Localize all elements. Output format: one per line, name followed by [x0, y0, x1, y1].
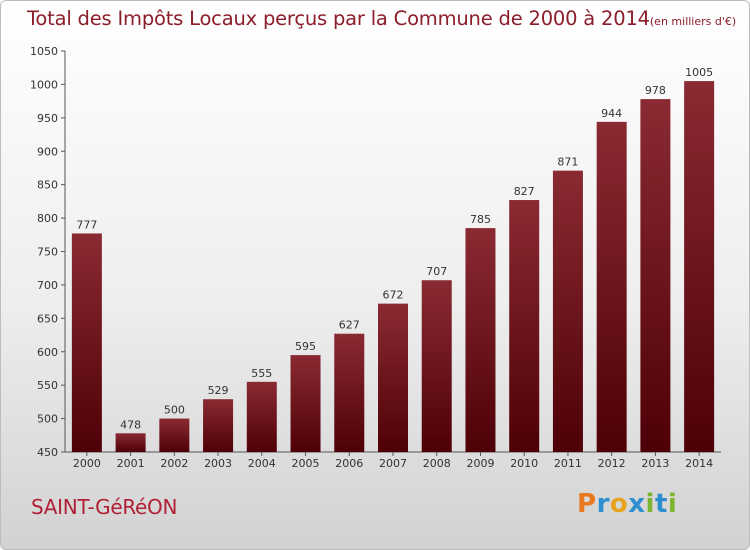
bar-2004 [246, 381, 277, 452]
logo-letter: r [596, 489, 610, 519]
y-tick-label: 1050 [30, 45, 58, 58]
x-tick-label-2010: 2010 [510, 457, 538, 470]
bar-2000 [71, 233, 102, 452]
y-tick-label: 650 [37, 312, 58, 325]
x-tick-label-2007: 2007 [379, 457, 407, 470]
unit-text: (en milliers d'€) [649, 15, 737, 28]
y-tick-label: 800 [37, 212, 58, 225]
chart-title: Total des Impôts Locaux perçus par la Co… [27, 7, 736, 30]
value-label-2001: 478 [120, 418, 141, 431]
logo-letter: i [667, 489, 678, 519]
value-label-2006: 627 [339, 319, 360, 332]
y-tick-label: 750 [37, 246, 58, 259]
bar-2008 [421, 280, 452, 452]
y-tick-label: 700 [37, 279, 58, 292]
x-tick-label-2009: 2009 [466, 457, 494, 470]
bar-2010 [509, 200, 540, 452]
x-axis: 2000 2001 2002 2003 2004 2005 2006 2007 2008 2009… [65, 451, 721, 470]
bar-2001 [115, 433, 146, 452]
y-tick-label: 850 [37, 179, 58, 192]
value-label-2002: 500 [164, 404, 185, 417]
x-tick-label-2014: 2014 [685, 457, 713, 470]
bar-2013 [640, 99, 671, 453]
x-tick-label-2000: 2000 [73, 457, 101, 470]
y-tick-label: 1000 [30, 78, 58, 91]
value-label-2009: 785 [470, 213, 491, 226]
x-tick-label-2003: 2003 [204, 457, 232, 470]
value-label-2004: 555 [251, 367, 272, 380]
value-label-2010: 827 [514, 185, 535, 198]
logo-letter: t [654, 489, 668, 519]
x-tick-label-2005: 2005 [292, 457, 320, 470]
x-tick-label-2001: 2001 [117, 457, 145, 470]
x-tick-label-2008: 2008 [423, 457, 451, 470]
y-tick-label: 550 [37, 379, 58, 392]
value-label-2011: 871 [557, 156, 578, 169]
value-label-2014: 1005 [685, 66, 713, 79]
bar-2005 [290, 355, 321, 452]
y-tick-label: 950 [37, 112, 58, 125]
value-label-2007: 672 [383, 289, 404, 302]
logo-letter: o [609, 489, 629, 519]
commune-name: SAINT-GéRéON [31, 495, 178, 519]
y-axis: 450 500 550 600 650 700 750 800 850 900 950 1000 105… [30, 45, 66, 459]
bar-2009 [465, 228, 496, 452]
y-tick-label: 500 [37, 413, 58, 426]
value-labels: 777 478 500 529 555 595 627 672 707 785 827 871 944 9… [76, 66, 713, 431]
value-label-2005: 595 [295, 340, 316, 353]
x-tick-label-2002: 2002 [160, 457, 188, 470]
bar-2011 [552, 170, 583, 453]
x-tick-label-2004: 2004 [248, 457, 276, 470]
value-label-2008: 707 [426, 265, 447, 278]
bar-2007 [378, 303, 408, 452]
bar-2012 [596, 121, 627, 453]
title-text: Total des Impôts Locaux perçus par la Co… [27, 7, 650, 30]
x-tick-label-2013: 2013 [641, 457, 669, 470]
value-label-2013: 978 [645, 84, 666, 97]
y-tick-label: 600 [37, 346, 58, 359]
bar-2003 [203, 399, 234, 452]
y-tick-label: 450 [37, 446, 58, 459]
x-tick-label-2011: 2011 [554, 457, 582, 470]
logo-letter: P [577, 489, 597, 519]
y-tick-label: 900 [37, 145, 58, 158]
proxiti-logo: Proxiti [577, 489, 677, 519]
value-label-2000: 777 [76, 218, 97, 231]
x-tick-label-2006: 2006 [335, 457, 363, 470]
value-label-2003: 529 [208, 384, 229, 397]
logo-letter: i [645, 489, 655, 519]
bar-2002 [159, 418, 190, 452]
bar-2014 [684, 81, 715, 452]
x-tick-label-2012: 2012 [598, 457, 626, 470]
value-label-2012: 944 [601, 107, 622, 120]
bars [71, 81, 715, 453]
logo-letter: x [628, 489, 646, 519]
bar-2006 [334, 333, 365, 452]
